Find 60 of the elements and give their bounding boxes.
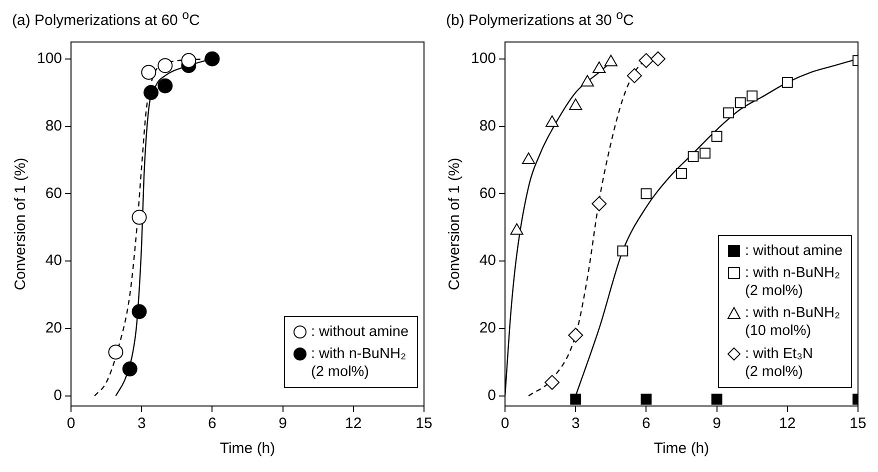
chart-title: (a) Polymerizations at 60 $^{o}$C	[11, 8, 201, 30]
point	[144, 85, 159, 100]
x-tick-label: 12	[345, 415, 362, 432]
y-tick-label: 40	[479, 252, 496, 270]
x-tick-label: 15	[850, 415, 866, 432]
x-tick-label: 9	[278, 415, 287, 432]
point	[746, 90, 758, 102]
legend-label: : with Et₃N (2 mol%)	[745, 344, 813, 381]
x-axis-title: Time (h)	[220, 440, 276, 458]
legend-label: : without amine	[311, 322, 409, 341]
point	[640, 188, 652, 200]
x-tick-label: 6	[208, 415, 216, 432]
legend-label: : with n-BuNH₂ (2 mol%)	[745, 264, 840, 300]
x-tick-label: 15	[416, 415, 432, 432]
x-tick-label: 3	[571, 415, 580, 432]
y-tick-label: 60	[479, 184, 496, 202]
point	[108, 344, 124, 360]
x-tick-label: 3	[137, 415, 146, 432]
y-tick-label: 20	[479, 320, 496, 337]
point	[122, 361, 138, 376]
chart-title: (b) Polymerizations at 30 $^{o}$C	[445, 8, 635, 30]
point	[570, 394, 582, 405]
y-axis-title: Conversion of 1 (%)	[446, 158, 464, 290]
x-tick-label: 0	[500, 415, 510, 432]
point	[181, 53, 196, 68]
point	[711, 394, 722, 405]
y-axis-title: Conversion of 1 (%)	[12, 158, 30, 290]
x-tick-label: 9	[712, 415, 721, 432]
point	[158, 58, 173, 74]
y-tick-label: 0	[54, 387, 62, 404]
point	[688, 151, 699, 162]
point	[676, 168, 687, 179]
y-tick-label: 80	[45, 117, 62, 134]
point	[592, 196, 607, 212]
y-tick-label: 100	[36, 50, 62, 67]
y-tick-label: 60	[45, 184, 62, 202]
x-axis-title: Time (h)	[654, 440, 710, 458]
point	[569, 98, 582, 110]
y-tick-label: 40	[45, 252, 62, 270]
legend-label: : without amine	[745, 242, 843, 260]
point	[132, 304, 147, 320]
point	[700, 148, 710, 159]
point	[617, 246, 628, 256]
point	[204, 51, 220, 66]
y-tick-label: 20	[45, 320, 62, 337]
point	[158, 78, 173, 94]
x-tick-label: 12	[779, 415, 796, 432]
point	[640, 394, 652, 405]
point	[782, 76, 793, 88]
y-tick-label: 80	[479, 117, 496, 134]
x-tick-label: 6	[642, 415, 650, 432]
point	[711, 130, 722, 142]
point	[132, 210, 147, 225]
legend-label: : with n-BuNH₂ (10 mol%)	[745, 304, 840, 340]
y-tick-label: 100	[470, 50, 496, 67]
legend-label: : with n-BuNH₂ (2 mol%)	[311, 345, 406, 382]
y-tick-label: 0	[488, 387, 496, 404]
point	[734, 97, 746, 108]
x-tick-label: 0	[66, 415, 76, 432]
point	[723, 107, 734, 118]
